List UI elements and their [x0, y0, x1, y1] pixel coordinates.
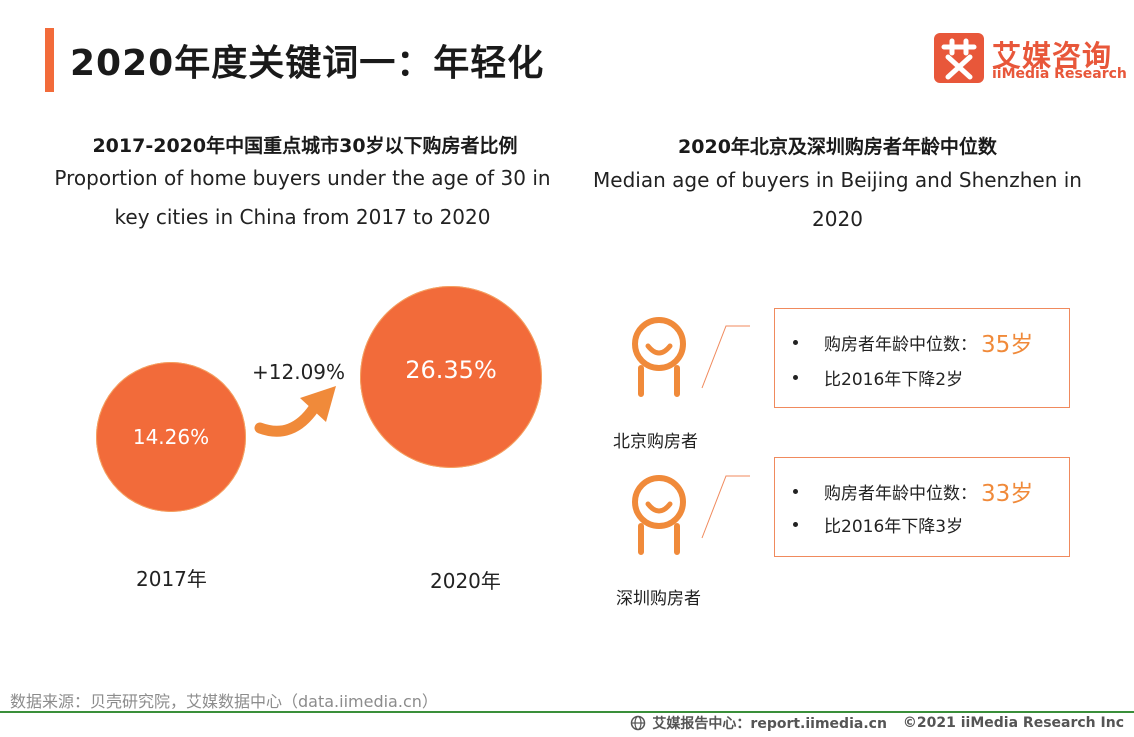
shenzhen-label: 深圳购房者 [616, 589, 701, 609]
beijing-label: 北京购房者 [613, 432, 698, 452]
list-item: 比2016年下降2岁 [793, 365, 963, 390]
list-item: 比2016年下降3岁 [793, 512, 963, 537]
change-text: 比2016年下降3岁 [824, 517, 964, 537]
connector-line [701, 475, 750, 539]
year-2017: 2017年 [136, 567, 207, 591]
shenzhen-card: 购房者年龄中位数： 33岁 比2016年下降3岁 [774, 457, 1070, 557]
person-icon [632, 475, 686, 555]
list-item: 购房者年龄中位数： 33岁 [793, 474, 1033, 508]
circle-2017: 14.26% [96, 362, 246, 512]
title-accent-bar [45, 28, 54, 92]
growth-label: +12.09% [252, 360, 346, 384]
median-value: 33岁 [981, 481, 1034, 507]
brand-logo[interactable]: 艾媒咨询 iiMedia Research [934, 33, 1127, 85]
logo-mark-icon [934, 33, 984, 83]
bullet-icon [793, 375, 798, 380]
logo-name-en: iiMedia Research [992, 66, 1127, 82]
median-label: 购房者年龄中位数： [824, 483, 977, 504]
footer: 艾媒报告中心：report.iimedia.cn ©2021 iiMedia R… [630, 713, 1124, 733]
person-icon [632, 317, 686, 397]
change-text: 比2016年下降2岁 [824, 370, 964, 390]
median-value: 35岁 [981, 332, 1034, 358]
median-label: 购房者年龄中位数： [824, 334, 977, 355]
footer-divider [0, 711, 1134, 713]
data-source: 数据来源：贝壳研究院，艾媒数据中心（data.iimedia.cn） [10, 692, 438, 711]
left-title-cn: 2017-2020年中国重点城市30岁以下购房者比例 [92, 135, 518, 157]
growth-arrow-icon [254, 386, 336, 437]
page-title: 2020年度关键词一：年轻化 [70, 43, 545, 84]
copyright: ©2021 iiMedia Research Inc [902, 715, 1124, 731]
logo-name-cn: 艾媒咨询 [992, 39, 1113, 73]
right-title-en: Median age of buyers in Beijing and Shen… [593, 168, 1082, 231]
circle-2020: 26.35% [360, 286, 542, 468]
value-2020: 26.35% [405, 356, 497, 384]
right-title-cn: 2020年北京及深圳购房者年龄中位数 [678, 136, 997, 158]
beijing-card: 购房者年龄中位数： 35岁 比2016年下降2岁 [774, 308, 1070, 408]
year-2020: 2020年 [430, 569, 501, 593]
list-item: 购房者年龄中位数： 35岁 [793, 325, 1033, 359]
bullet-icon [793, 339, 798, 345]
report-center-link[interactable]: 艾媒报告中心：report.iimedia.cn [652, 716, 887, 732]
left-title-en: Proportion of home buyers under the age … [54, 166, 551, 229]
value-2017: 14.26% [132, 425, 210, 449]
bullet-icon [793, 488, 798, 494]
connector-line [701, 325, 750, 389]
globe-icon [631, 715, 646, 731]
bullet-icon [793, 522, 798, 527]
